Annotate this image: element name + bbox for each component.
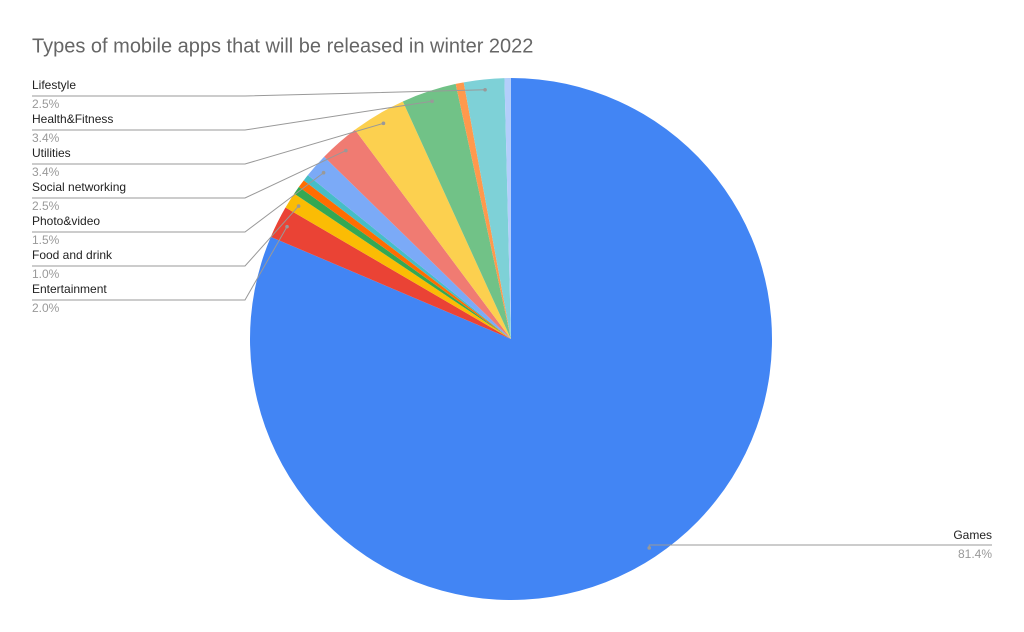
slice-label: Entertainment	[32, 282, 107, 296]
slice-label: Lifestyle	[32, 78, 76, 92]
leader-dot	[321, 170, 326, 175]
leader-line	[32, 89, 486, 97]
pie-slice	[354, 101, 511, 339]
leader-dot	[483, 87, 487, 92]
value-label: 1.0%	[32, 267, 60, 281]
leader-dot	[430, 99, 434, 103]
pie-slice	[303, 175, 511, 339]
value-label: 81.4%	[958, 547, 992, 561]
pie-slice	[324, 129, 511, 339]
slice-label: Photo&video	[32, 214, 100, 228]
pie-slice	[455, 82, 511, 339]
value-label: 2.0%	[32, 301, 60, 315]
pie-slice	[463, 78, 511, 339]
leader-line	[32, 100, 433, 131]
value-label: 2.5%	[32, 199, 60, 213]
pie-slice	[504, 78, 511, 339]
slice-label: Social networking	[32, 180, 126, 194]
leader-line	[32, 122, 384, 165]
leader-line	[32, 150, 347, 199]
slice-label: Games	[953, 528, 992, 542]
value-label: 3.4%	[32, 131, 60, 145]
leader-dot	[285, 224, 289, 229]
chart-title: Types of mobile apps that will be releas…	[32, 35, 533, 57]
pie-slice	[294, 186, 511, 339]
leader-line	[32, 226, 288, 301]
value-label: 2.5%	[32, 97, 60, 111]
value-label: 1.5%	[32, 233, 60, 247]
pie-slice	[307, 156, 511, 339]
pie-slice	[298, 180, 511, 339]
pie-slice	[402, 83, 511, 340]
leader-dot	[647, 546, 652, 550]
value-label: 3.4%	[32, 165, 60, 179]
leader-dot	[344, 148, 348, 153]
leader-dot	[381, 121, 386, 126]
slice-label: Utilities	[32, 146, 71, 160]
slice-label: Health&Fitness	[32, 112, 113, 126]
slice-label: Food and drink	[32, 248, 113, 262]
pie-slice	[285, 193, 511, 339]
pie-slice	[270, 207, 511, 339]
leader-line	[32, 205, 299, 267]
leader-line	[32, 172, 324, 233]
leader-dot	[296, 204, 301, 208]
